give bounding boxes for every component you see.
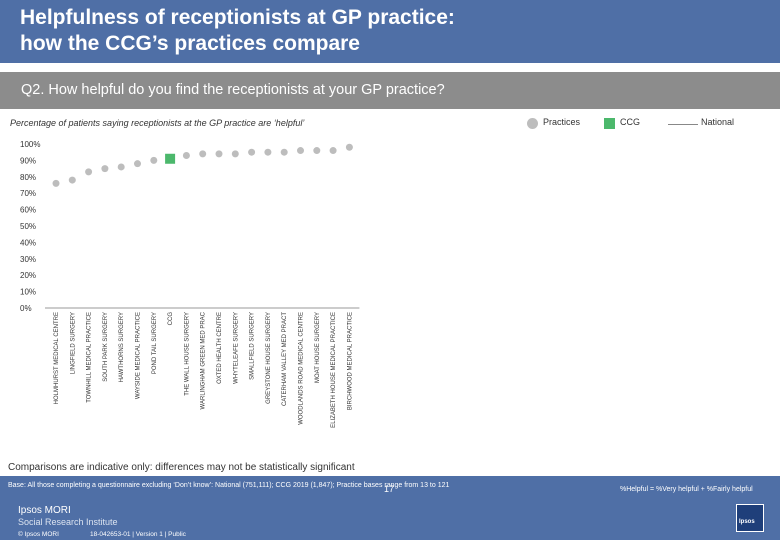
- x-category-label: WOODLANDS ROAD MEDICAL CENTRE: [299, 312, 305, 425]
- practice-point: [215, 150, 223, 158]
- y-tick-label: 90%: [20, 156, 36, 165]
- y-tick-label: 20%: [20, 271, 36, 280]
- ccg-marker: [165, 153, 176, 164]
- y-tick-label: 30%: [20, 255, 36, 264]
- x-category-label: GREYSTONE HOUSE SURGERY: [266, 312, 272, 404]
- legend-practices-marker: [527, 118, 538, 129]
- x-category-label: BIRCHWOOD MEDICAL PRACTICE: [347, 312, 353, 410]
- x-category-label: HAWTHORNS SURGERY: [119, 312, 125, 382]
- x-category-label: THE WALL HOUSE SURGERY: [184, 312, 190, 396]
- y-tick-label: 40%: [20, 238, 36, 247]
- practice-point: [264, 148, 272, 156]
- y-tick-label: 10%: [20, 288, 36, 297]
- practice-point: [329, 147, 337, 155]
- practice-point: [182, 151, 190, 159]
- practice-point: [345, 143, 353, 151]
- title-line-2: how the CCG’s practices compare: [20, 32, 360, 55]
- ipsos-mori-logo-text: Ipsos MORI: [18, 505, 71, 516]
- practice-point: [134, 160, 141, 168]
- version-text: 18-042653-01 | Version 1 | Public: [90, 531, 186, 538]
- legend-ccg-marker: [604, 118, 615, 129]
- practice-point: [313, 147, 321, 155]
- x-category-label: SOUTH PARK SURGERY: [103, 312, 109, 382]
- practice-point: [117, 163, 125, 171]
- practice-point: [85, 168, 93, 176]
- practice-point: [52, 179, 60, 187]
- comparison-note: Comparisons are indicative only: differe…: [8, 462, 355, 473]
- x-category-label: OXTED HEALTH CENTRE: [217, 312, 223, 384]
- x-category-label: TOWNHILL MEDICAL PRACTICE: [87, 312, 93, 403]
- y-tick-label: 0%: [20, 304, 32, 313]
- x-category-label: LINGFIELD SURGERY: [70, 312, 76, 374]
- legend-ccg-label: CCG: [620, 117, 640, 127]
- x-category-label: CCG: [168, 312, 174, 326]
- x-category-label: MOAT HOUSE SURGERY: [315, 312, 321, 383]
- ipsos-logo-text: Ipsos: [739, 519, 755, 525]
- legend-national-marker: [668, 124, 698, 125]
- legend-practices-label: Practices: [543, 117, 581, 127]
- x-category-label: POND TAIL SURGERY: [152, 312, 158, 374]
- chart-subtitle: Percentage of patients saying receptioni…: [10, 118, 305, 128]
- header-bar: Helpfulness of receptionists at GP pract…: [0, 0, 780, 63]
- x-category-label: WARLINGHAM GREEN MED PRAC: [201, 311, 207, 409]
- page-title: Helpfulness of receptionists at GP pract…: [20, 5, 760, 57]
- x-category-label: HOLMHURST MEDICAL CENTRE: [54, 312, 60, 404]
- y-tick-label: 70%: [20, 189, 36, 198]
- practice-point: [101, 165, 109, 173]
- question-text: Q2. How helpful do you find the receptio…: [21, 82, 445, 98]
- page-number: 17: [384, 484, 395, 494]
- x-category-label: WHYTELEAFE SURGERY: [233, 312, 239, 384]
- practice-point: [297, 147, 304, 155]
- practice-point: [280, 148, 288, 156]
- practice-point: [199, 150, 207, 158]
- y-tick-label: 60%: [20, 206, 36, 215]
- title-line-1: Helpfulness of receptionists at GP pract…: [20, 6, 455, 29]
- copyright: © Ipsos MORI: [18, 531, 59, 538]
- x-category-label: ELIZABETH HOUSE MEDICAL PRACTICE: [331, 312, 337, 428]
- y-tick-label: 100%: [20, 140, 40, 149]
- x-category-label: CATERHAM VALLEY MED PRACT: [282, 312, 288, 406]
- practice-point: [68, 176, 76, 184]
- x-category-label: WAYSIDE MEDICAL PRACTICE: [136, 312, 142, 399]
- helpful-formula: %Helpful = %Very helpful + %Fairly helpf…: [620, 486, 753, 493]
- question-band: Q2. How helpful do you find the receptio…: [0, 72, 780, 109]
- practice-point: [231, 150, 239, 158]
- legend-national-label: National: [701, 117, 735, 127]
- footer-bar: Base: All those completing a questionnai…: [0, 476, 780, 540]
- sri-logo-text: Social Research Institute: [18, 517, 118, 527]
- y-tick-label: 50%: [20, 222, 36, 231]
- base-text: Base: All those completing a questionnai…: [8, 482, 450, 489]
- x-category-label: SMALLFIELD SURGERY: [250, 312, 256, 380]
- practices-chart: 0% 10% 20% 30% 40% 50% 60% 70% 80% 90% 100% HOLMHUR…: [20, 140, 360, 428]
- y-tick-label: 80%: [20, 173, 36, 182]
- practice-point: [248, 148, 256, 156]
- ipsos-logo: Ipsos: [736, 504, 764, 532]
- practice-point: [150, 156, 158, 164]
